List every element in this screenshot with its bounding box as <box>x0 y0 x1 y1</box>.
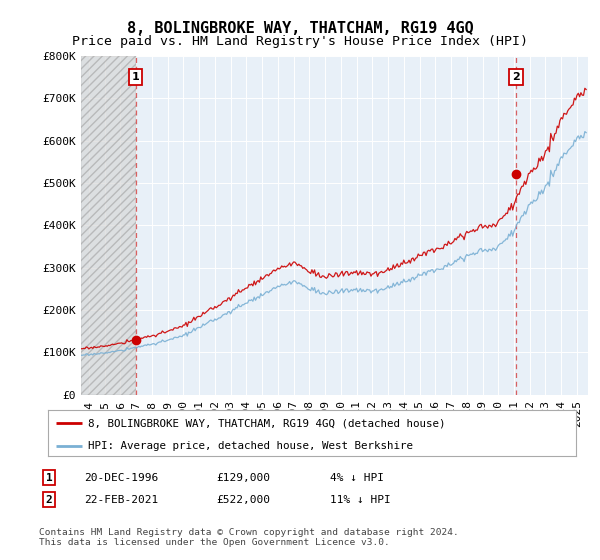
Text: £522,000: £522,000 <box>216 494 270 505</box>
Text: 11% ↓ HPI: 11% ↓ HPI <box>330 494 391 505</box>
Text: 1: 1 <box>132 72 140 82</box>
Text: 22-FEB-2021: 22-FEB-2021 <box>84 494 158 505</box>
Text: £129,000: £129,000 <box>216 473 270 483</box>
Text: 20-DEC-1996: 20-DEC-1996 <box>84 473 158 483</box>
Text: Contains HM Land Registry data © Crown copyright and database right 2024.
This d: Contains HM Land Registry data © Crown c… <box>39 528 459 547</box>
Text: 8, BOLINGBROKE WAY, THATCHAM, RG19 4GQ: 8, BOLINGBROKE WAY, THATCHAM, RG19 4GQ <box>127 21 473 36</box>
Text: HPI: Average price, detached house, West Berkshire: HPI: Average price, detached house, West… <box>88 441 413 451</box>
Text: 1: 1 <box>46 473 53 483</box>
Text: Price paid vs. HM Land Registry's House Price Index (HPI): Price paid vs. HM Land Registry's House … <box>72 35 528 48</box>
Text: 2: 2 <box>512 72 520 82</box>
Text: 4% ↓ HPI: 4% ↓ HPI <box>330 473 384 483</box>
Text: 2: 2 <box>46 494 53 505</box>
Text: 8, BOLINGBROKE WAY, THATCHAM, RG19 4GQ (detached house): 8, BOLINGBROKE WAY, THATCHAM, RG19 4GQ (… <box>88 418 445 428</box>
Bar <box>81 56 136 395</box>
